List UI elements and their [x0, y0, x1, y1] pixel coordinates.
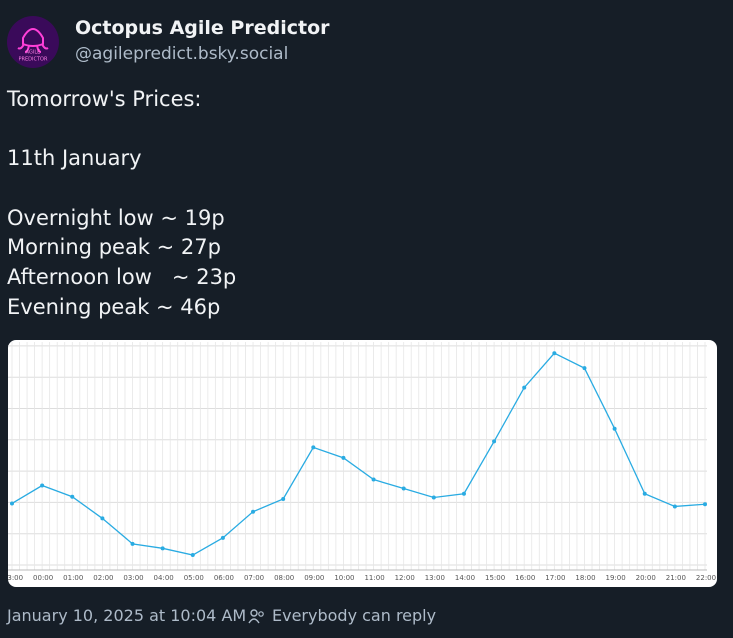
x-tick-label: 19:00 [606, 574, 626, 582]
price-point [160, 546, 165, 551]
x-tick-label: 16:00 [515, 574, 535, 582]
post-text: 11th January [7, 146, 142, 170]
x-tick-label: 20:00 [636, 574, 656, 582]
price-point [642, 491, 647, 496]
x-tick-label: 04:00 [154, 574, 174, 582]
price-point [522, 385, 527, 390]
price-point [612, 426, 617, 431]
price-point [10, 501, 14, 506]
price-point [672, 504, 677, 509]
reply-setting[interactable]: Everybody can reply [272, 606, 437, 625]
reply-icon [248, 609, 264, 624]
chart-image[interactable]: 23:00 00:00 01:00 02:00 03:00 04:00 05:00 06:00… [8, 340, 717, 587]
x-tick-label: 18:00 [575, 574, 595, 582]
price-point [552, 351, 557, 356]
price-point [70, 494, 75, 499]
price-point [130, 541, 135, 546]
x-tick-label: 15:00 [485, 574, 505, 582]
price-point [220, 535, 225, 540]
x-tick-label: 21:00 [666, 574, 686, 582]
price-point [100, 516, 105, 521]
price-point [281, 496, 286, 501]
price-point [251, 509, 256, 514]
price-point [401, 486, 406, 491]
price-point [492, 439, 497, 444]
x-tick-label: 11:00 [364, 574, 384, 582]
price-point [40, 483, 45, 488]
post-text: Afternoon low ~ 23p [7, 265, 237, 289]
x-tick-label: 08:00 [274, 574, 294, 582]
x-tick-label: 22:00 [696, 574, 716, 582]
x-tick-label: 06:00 [214, 574, 234, 582]
price-point [582, 366, 587, 371]
post-text: Morning peak ~ 27p [7, 235, 221, 259]
price-point [431, 495, 436, 500]
x-tick-label: 01:00 [63, 574, 83, 582]
x-tick-label: 03:00 [123, 574, 143, 582]
post-text: Tomorrow's Prices: [7, 87, 202, 111]
x-tick-label: 10:00 [334, 574, 354, 582]
avatar-text: AGILE [26, 50, 41, 56]
author-name[interactable]: Octopus Agile Predictor [75, 17, 330, 39]
timestamp[interactable]: January 10, 2025 at 10:04 AM [7, 606, 247, 625]
post-text: Evening peak ~ 46p [7, 295, 221, 319]
price-point [461, 491, 466, 496]
x-tick-label: 00:00 [33, 574, 53, 582]
avatar-text: PREDICTOR [19, 57, 48, 63]
post-text: Overnight low ~ 19p [7, 206, 225, 230]
x-tick-label: 23:00 [8, 574, 23, 582]
x-tick-label: 12:00 [395, 574, 415, 582]
x-tick-label: 17:00 [545, 574, 565, 582]
price-point [371, 477, 376, 482]
x-tick-label: 07:00 [244, 574, 264, 582]
avatar[interactable]: AGILE PREDICTOR [7, 16, 59, 68]
author-handle[interactable]: @agilepredict.bsky.social [75, 44, 289, 64]
x-tick-label: 02:00 [93, 574, 113, 582]
x-tick-label: 14:00 [455, 574, 475, 582]
price-point [190, 553, 195, 558]
x-tick-label: 05:00 [184, 574, 204, 582]
price-line [11, 352, 706, 556]
x-tick-label: 09:00 [304, 574, 324, 582]
price-point [341, 455, 346, 460]
price-point [703, 502, 707, 507]
price-point [311, 445, 316, 450]
x-tick-label: 13:00 [425, 574, 445, 582]
